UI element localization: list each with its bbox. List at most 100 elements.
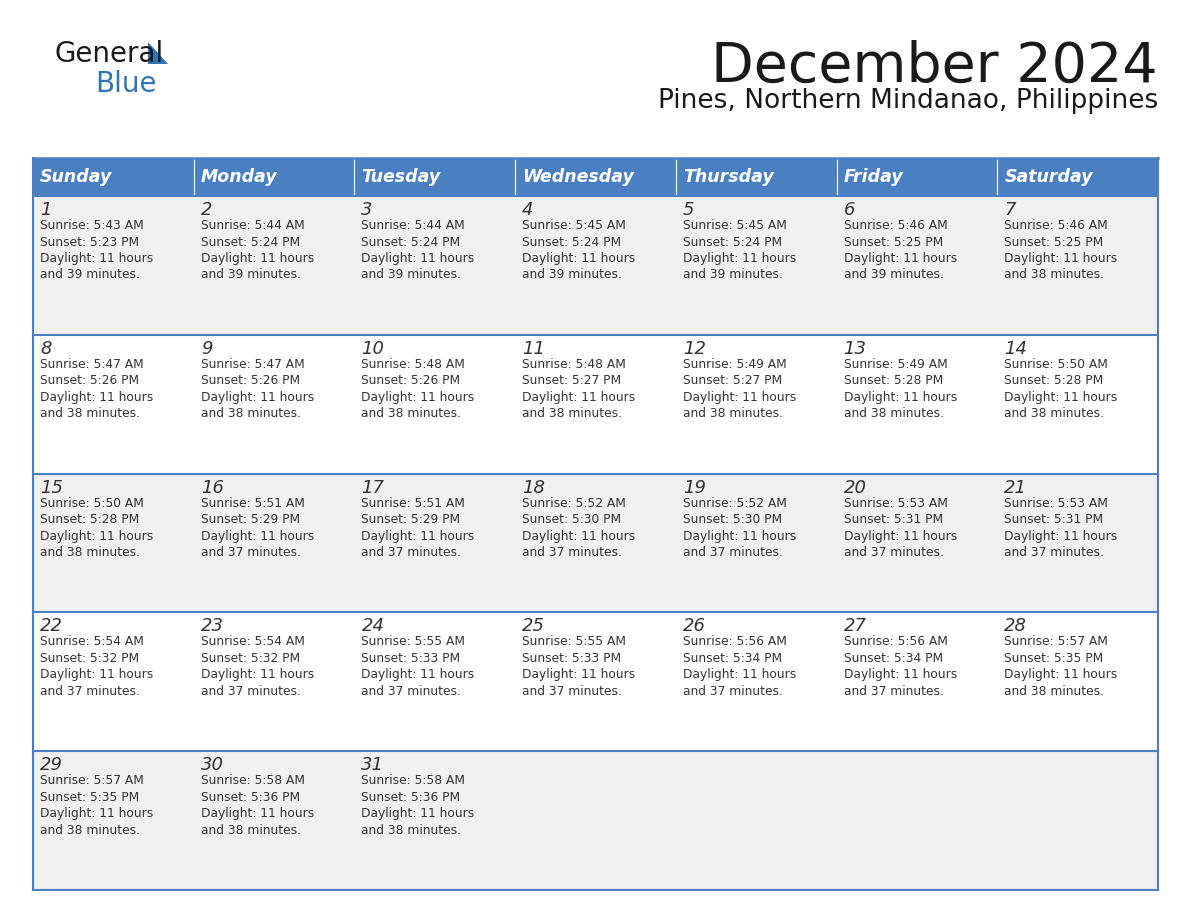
Text: Thursday: Thursday xyxy=(683,168,773,186)
Text: 9: 9 xyxy=(201,340,213,358)
Text: and 37 minutes.: and 37 minutes. xyxy=(523,546,623,559)
Text: and 39 minutes.: and 39 minutes. xyxy=(843,268,943,282)
Text: Sunset: 5:28 PM: Sunset: 5:28 PM xyxy=(843,375,943,387)
Text: 24: 24 xyxy=(361,618,385,635)
Text: Sunrise: 5:50 AM: Sunrise: 5:50 AM xyxy=(40,497,144,509)
Text: Daylight: 11 hours: Daylight: 11 hours xyxy=(843,530,956,543)
Text: General: General xyxy=(55,40,164,68)
Text: Sunset: 5:26 PM: Sunset: 5:26 PM xyxy=(40,375,139,387)
Text: 25: 25 xyxy=(523,618,545,635)
Text: 5: 5 xyxy=(683,201,694,219)
Text: Sunrise: 5:51 AM: Sunrise: 5:51 AM xyxy=(201,497,304,509)
Text: and 38 minutes.: and 38 minutes. xyxy=(1004,685,1105,698)
Text: and 38 minutes.: and 38 minutes. xyxy=(523,408,623,420)
Text: 2: 2 xyxy=(201,201,213,219)
Text: Daylight: 11 hours: Daylight: 11 hours xyxy=(361,668,475,681)
Text: and 38 minutes.: and 38 minutes. xyxy=(201,823,301,836)
Text: Sunset: 5:29 PM: Sunset: 5:29 PM xyxy=(361,513,461,526)
Text: 19: 19 xyxy=(683,478,706,497)
Text: and 38 minutes.: and 38 minutes. xyxy=(201,408,301,420)
Text: and 39 minutes.: and 39 minutes. xyxy=(523,268,623,282)
Bar xyxy=(33,335,1158,474)
Text: Sunday: Sunday xyxy=(40,168,113,186)
Text: and 37 minutes.: and 37 minutes. xyxy=(361,685,461,698)
Text: Daylight: 11 hours: Daylight: 11 hours xyxy=(683,668,796,681)
Text: Sunset: 5:36 PM: Sunset: 5:36 PM xyxy=(361,790,461,803)
Text: Sunrise: 5:52 AM: Sunrise: 5:52 AM xyxy=(523,497,626,509)
Text: 14: 14 xyxy=(1004,340,1028,358)
Text: Sunset: 5:34 PM: Sunset: 5:34 PM xyxy=(843,652,943,665)
Text: 23: 23 xyxy=(201,618,223,635)
Text: 3: 3 xyxy=(361,201,373,219)
Text: Daylight: 11 hours: Daylight: 11 hours xyxy=(1004,530,1118,543)
Bar xyxy=(33,196,1158,335)
Text: Daylight: 11 hours: Daylight: 11 hours xyxy=(361,807,475,820)
Text: Daylight: 11 hours: Daylight: 11 hours xyxy=(40,391,153,404)
Text: and 38 minutes.: and 38 minutes. xyxy=(40,546,140,559)
Text: Sunrise: 5:47 AM: Sunrise: 5:47 AM xyxy=(201,358,304,371)
Text: Sunset: 5:32 PM: Sunset: 5:32 PM xyxy=(40,652,139,665)
Text: 21: 21 xyxy=(1004,478,1028,497)
Text: Saturday: Saturday xyxy=(1004,168,1093,186)
Text: and 38 minutes.: and 38 minutes. xyxy=(361,823,461,836)
Text: Sunset: 5:28 PM: Sunset: 5:28 PM xyxy=(1004,375,1104,387)
Text: Daylight: 11 hours: Daylight: 11 hours xyxy=(40,252,153,265)
Text: and 38 minutes.: and 38 minutes. xyxy=(1004,408,1105,420)
Text: Daylight: 11 hours: Daylight: 11 hours xyxy=(40,668,153,681)
Text: 1: 1 xyxy=(40,201,51,219)
Text: Daylight: 11 hours: Daylight: 11 hours xyxy=(1004,252,1118,265)
Text: Sunrise: 5:47 AM: Sunrise: 5:47 AM xyxy=(40,358,144,371)
Text: Daylight: 11 hours: Daylight: 11 hours xyxy=(683,391,796,404)
Text: Sunset: 5:30 PM: Sunset: 5:30 PM xyxy=(683,513,782,526)
Bar xyxy=(194,158,354,196)
Text: 7: 7 xyxy=(1004,201,1016,219)
Text: 12: 12 xyxy=(683,340,706,358)
Text: and 38 minutes.: and 38 minutes. xyxy=(40,408,140,420)
Text: Monday: Monday xyxy=(201,168,278,186)
Text: and 37 minutes.: and 37 minutes. xyxy=(843,685,943,698)
Text: Daylight: 11 hours: Daylight: 11 hours xyxy=(201,252,314,265)
Text: 4: 4 xyxy=(523,201,533,219)
Text: Sunset: 5:24 PM: Sunset: 5:24 PM xyxy=(201,236,299,249)
Text: Daylight: 11 hours: Daylight: 11 hours xyxy=(201,668,314,681)
Text: and 37 minutes.: and 37 minutes. xyxy=(523,685,623,698)
Text: Sunrise: 5:44 AM: Sunrise: 5:44 AM xyxy=(201,219,304,232)
Text: 11: 11 xyxy=(523,340,545,358)
Text: Daylight: 11 hours: Daylight: 11 hours xyxy=(40,807,153,820)
Text: 31: 31 xyxy=(361,756,385,774)
Text: and 37 minutes.: and 37 minutes. xyxy=(361,546,461,559)
Text: Daylight: 11 hours: Daylight: 11 hours xyxy=(361,391,475,404)
Text: Daylight: 11 hours: Daylight: 11 hours xyxy=(523,530,636,543)
Text: December 2024: December 2024 xyxy=(712,40,1158,94)
Text: Daylight: 11 hours: Daylight: 11 hours xyxy=(201,807,314,820)
Text: and 38 minutes.: and 38 minutes. xyxy=(1004,268,1105,282)
Text: Sunrise: 5:56 AM: Sunrise: 5:56 AM xyxy=(683,635,786,648)
Text: Sunrise: 5:46 AM: Sunrise: 5:46 AM xyxy=(1004,219,1108,232)
Text: Daylight: 11 hours: Daylight: 11 hours xyxy=(843,391,956,404)
Text: 8: 8 xyxy=(40,340,51,358)
Bar xyxy=(354,158,516,196)
Text: Blue: Blue xyxy=(95,70,157,98)
Text: Pines, Northern Mindanao, Philippines: Pines, Northern Mindanao, Philippines xyxy=(658,88,1158,114)
Text: Sunrise: 5:52 AM: Sunrise: 5:52 AM xyxy=(683,497,786,509)
Text: Sunrise: 5:50 AM: Sunrise: 5:50 AM xyxy=(1004,358,1108,371)
Text: and 39 minutes.: and 39 minutes. xyxy=(201,268,301,282)
Text: and 38 minutes.: and 38 minutes. xyxy=(683,408,783,420)
Text: Daylight: 11 hours: Daylight: 11 hours xyxy=(1004,668,1118,681)
Text: and 37 minutes.: and 37 minutes. xyxy=(683,685,783,698)
Bar xyxy=(997,158,1158,196)
Bar xyxy=(33,158,194,196)
Text: Sunset: 5:24 PM: Sunset: 5:24 PM xyxy=(683,236,782,249)
Text: Sunrise: 5:56 AM: Sunrise: 5:56 AM xyxy=(843,635,948,648)
Bar xyxy=(676,158,836,196)
Text: Daylight: 11 hours: Daylight: 11 hours xyxy=(843,252,956,265)
Text: Wednesday: Wednesday xyxy=(523,168,634,186)
Text: Sunrise: 5:44 AM: Sunrise: 5:44 AM xyxy=(361,219,466,232)
Text: Sunrise: 5:49 AM: Sunrise: 5:49 AM xyxy=(683,358,786,371)
Text: Sunset: 5:35 PM: Sunset: 5:35 PM xyxy=(40,790,139,803)
Polygon shape xyxy=(148,42,168,64)
Text: 10: 10 xyxy=(361,340,385,358)
Text: 17: 17 xyxy=(361,478,385,497)
Text: Daylight: 11 hours: Daylight: 11 hours xyxy=(683,252,796,265)
Text: Sunrise: 5:57 AM: Sunrise: 5:57 AM xyxy=(40,774,144,788)
